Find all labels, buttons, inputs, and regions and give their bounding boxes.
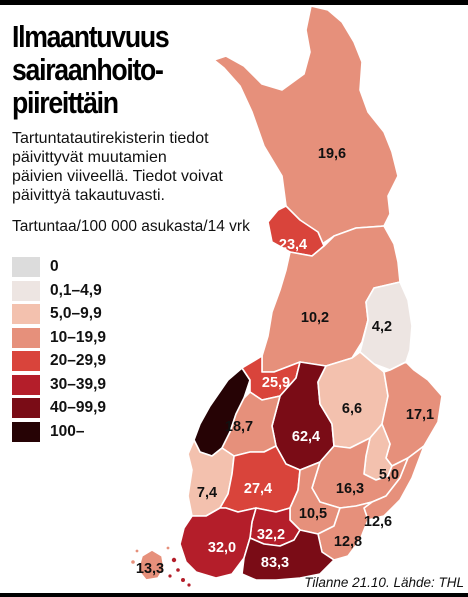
top-rule xyxy=(0,0,468,5)
subtitle-line: päivien viiveellä. Tiedot voivat xyxy=(12,168,223,185)
page-title: Ilmaantuvuus sairaanhoito- piireittäin xyxy=(12,20,201,119)
legend-label: 10–19,9 xyxy=(50,328,107,346)
label-etela-savo: 16,3 xyxy=(336,481,364,497)
legend-swatch xyxy=(12,374,40,395)
region-hus xyxy=(241,529,335,581)
title-line: piireittäin xyxy=(12,85,119,120)
legend-label: 20–29,9 xyxy=(50,352,107,369)
region-ahvenanmaa xyxy=(137,549,165,581)
subtitle-line: päivittyvät muutamien xyxy=(12,149,167,166)
label-pohjois-pohjanmaa: 10,2 xyxy=(301,310,329,326)
legend-label: 40–99,9 xyxy=(50,399,107,416)
label-ita-savo: 5,0 xyxy=(379,467,399,483)
legend-swatch xyxy=(12,421,40,442)
legend-swatch xyxy=(12,257,40,277)
label-paijat-hame: 10,5 xyxy=(299,506,327,522)
label-lansi-pohja: 23,4 xyxy=(279,237,307,253)
label-etela-pohjanmaa: 18,7 xyxy=(225,419,253,435)
legend-label: 0,1–4,9 xyxy=(50,281,102,299)
legend-swatch xyxy=(12,304,40,324)
label-kymenlaakso: 12,8 xyxy=(334,534,362,550)
label-keski-pohjanmaa: 25,9 xyxy=(262,375,290,391)
bottom-rule xyxy=(0,593,468,597)
label-pohjois-savo: 6,6 xyxy=(342,401,362,417)
legend-swatch xyxy=(12,280,40,301)
label-keski-suomi: 62,4 xyxy=(292,429,320,445)
subtitle-line: päivittyä takautuvasti. xyxy=(12,187,165,204)
unit-label: Tartuntaa/100 000 asukasta/14 vrk xyxy=(12,218,250,235)
label-ahvenanmaa: 13,3 xyxy=(136,561,164,577)
label-lappi: 19,6 xyxy=(318,146,346,162)
label-kanta-hame: 32,2 xyxy=(257,527,285,543)
region-kymenlaakso xyxy=(317,501,373,561)
legend-swatch xyxy=(12,398,40,418)
legend-swatch xyxy=(12,351,40,371)
legend-label: 5,0–9,9 xyxy=(50,305,102,322)
source-note: Tilanne 21.10. Lähde: THL xyxy=(304,575,464,590)
subtitle-line: Tartuntatautirekisterin tiedot xyxy=(12,130,209,147)
label-satakunta: 7,4 xyxy=(197,485,217,501)
label-hus: 83,3 xyxy=(261,555,289,571)
legend-label: 100– xyxy=(50,422,85,440)
label-kainuu: 4,2 xyxy=(372,319,392,335)
title-line: Ilmaantuvuus xyxy=(12,19,170,54)
subtitle: Tartuntatautirekisterin tiedot päivittyv… xyxy=(12,129,282,205)
label-pirkanmaa: 27,4 xyxy=(244,481,272,497)
legend-label: 0 xyxy=(50,258,59,275)
label-pohjois-karjala: 17,1 xyxy=(406,407,434,423)
label-vaasa: 332,1 xyxy=(186,368,222,384)
label-varsinais-suomi: 32,0 xyxy=(208,540,236,556)
label-etela-karjala: 12,6 xyxy=(364,514,392,530)
legend-label: 30–39,9 xyxy=(50,375,107,393)
legend-swatch xyxy=(12,327,40,348)
archipelago-islands xyxy=(131,546,191,587)
title-line: sairaanhoito- xyxy=(12,52,164,87)
